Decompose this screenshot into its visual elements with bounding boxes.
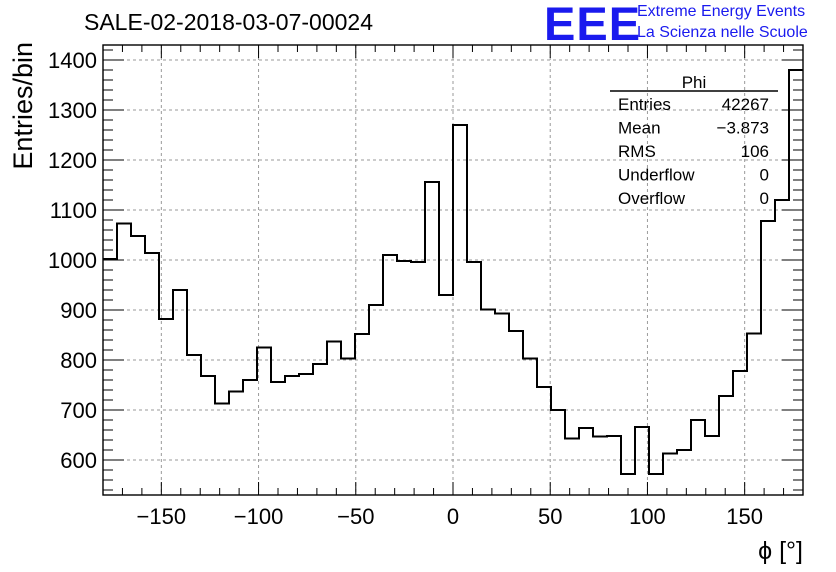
x-tick-label: −100 (234, 504, 284, 529)
x-tick-label: 0 (447, 504, 459, 529)
axis-ticks (102, 45, 804, 495)
logo-subtitle-line2: La Scienza nelle Scuole (637, 24, 808, 41)
tick-labels: −150 −100 −50 0 50 100 150 600 700 800 900 1000 1100… (48, 48, 763, 529)
stats-label: RMS (618, 142, 656, 161)
x-tick-label: 50 (538, 504, 562, 529)
y-tick-label: 1100 (50, 198, 97, 223)
stats-box: Phi Entries 42267 Mean −3.873 RMS 106 Underflo… (610, 73, 778, 208)
stats-label: Mean (618, 119, 661, 138)
logo-subtitle-line1: Extreme Energy Events (637, 3, 806, 20)
stats-value: −3.873 (717, 119, 769, 138)
y-tick-label: 1300 (48, 98, 97, 123)
stats-label: Underflow (618, 166, 695, 185)
run-title: SALE-02-2018-03-07-00024 (84, 9, 373, 35)
y-tick-label: 900 (60, 298, 97, 323)
stats-label: Overflow (618, 189, 686, 208)
stats-rows: Entries 42267 Mean −3.873 RMS 106 Underflow 0 Ov… (618, 95, 769, 208)
stats-box-title: Phi (682, 73, 707, 92)
stats-value: 42267 (722, 95, 769, 114)
x-tick-label: −50 (337, 504, 374, 529)
y-tick-label: 1400 (48, 48, 97, 73)
x-tick-label: −150 (137, 504, 187, 529)
stats-label: Entries (618, 95, 671, 114)
y-tick-label: 1200 (48, 148, 97, 173)
histogram-outline (103, 69, 803, 475)
histogram-bars (103, 69, 803, 475)
stats-value: 106 (741, 142, 769, 161)
eee-logo: EEE (544, 0, 642, 50)
stats-value: 0 (760, 166, 769, 185)
y-tick-label: 1000 (48, 248, 97, 273)
x-tick-label: 150 (726, 504, 763, 529)
stats-value: 0 (760, 189, 769, 208)
y-tick-label: 600 (60, 448, 97, 473)
y-tick-label: 800 (60, 348, 97, 373)
x-tick-label: 100 (629, 504, 666, 529)
x-axis-title: ϕ [°] (758, 537, 803, 565)
y-tick-label: 700 (60, 398, 97, 423)
y-axis-title: Entries/bin (8, 42, 38, 170)
